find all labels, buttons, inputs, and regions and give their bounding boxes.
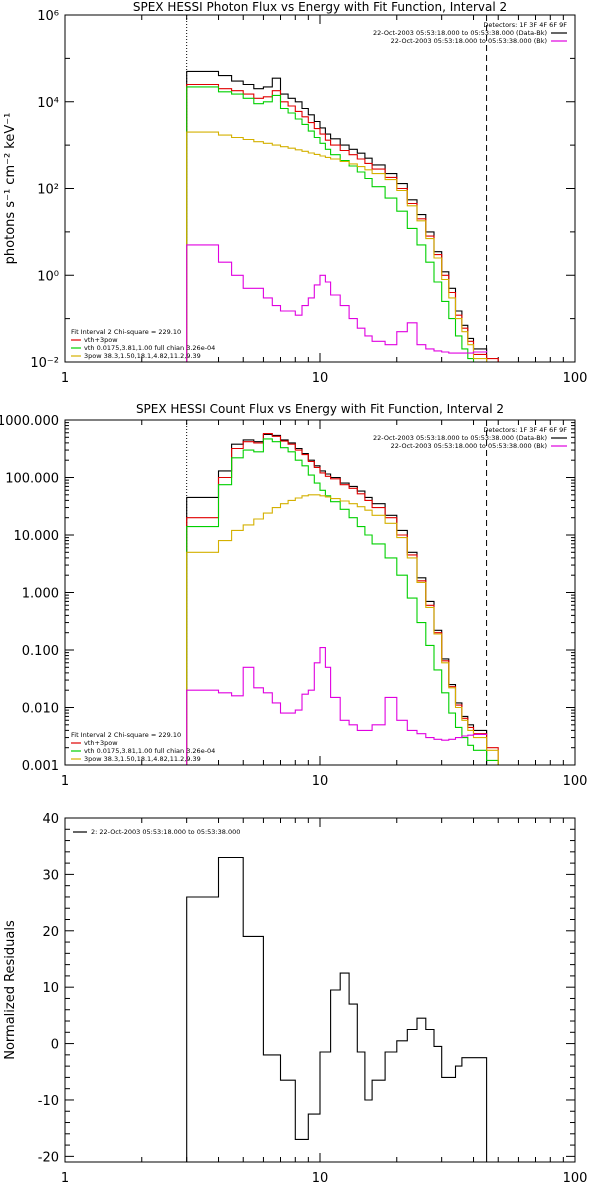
legend-header: Detectors: 1F 3F 4F 6F 9F — [483, 426, 567, 434]
series-line-5 — [186, 647, 488, 765]
series-line-4 — [186, 494, 510, 765]
series-group — [186, 856, 488, 1162]
chart-title: SPEX HESSI Count Flux vs Energy with Fit… — [136, 402, 504, 416]
x-tick-label: 1 — [61, 774, 69, 789]
chart-title: SPEX HESSI Photon Flux vs Energy with Fi… — [133, 0, 507, 14]
legend-entry-label: 22-Oct-2003 05:53:18.000 to 05:53:38.000… — [373, 29, 547, 37]
y-tick-label: 10.000 — [14, 529, 60, 544]
x-tick-label: 100 — [563, 1171, 588, 1186]
x-tick-label: 100 — [563, 371, 588, 386]
y-axis-title: photons s⁻¹ cm⁻² keV⁻¹ — [3, 113, 18, 265]
legend-entry-label: vth 0.0175,3.81,1.00 full chian 3.26e-04 — [84, 747, 215, 755]
x-tick-label: 10 — [312, 1171, 329, 1186]
legend-header: Detectors: 1F 3F 4F 6F 9F — [483, 21, 567, 29]
x-tick-label: 1 — [61, 1171, 69, 1186]
legend-entry-label: vth+3pow — [84, 739, 118, 747]
y-tick-label: 0.010 — [22, 702, 59, 717]
y-tick-label: 10⁴ — [37, 96, 59, 111]
series-line-1 — [186, 856, 488, 1162]
y-tick-label: 20 — [42, 925, 59, 940]
chart-1: SPEX HESSI Photon Flux vs Energy with Fi… — [3, 0, 587, 386]
series-group — [186, 70, 499, 362]
legend-entry-label: 22-Oct-2003 05:53:18.000 to 05:53:38.000… — [391, 442, 547, 450]
series-line-2 — [186, 433, 510, 765]
plot-frame — [64, 817, 576, 1163]
y-tick-label: 10⁰ — [37, 269, 59, 284]
x-tick-label: 10 — [312, 774, 329, 789]
y-tick-label: 40 — [42, 812, 59, 827]
y-tick-label: 10⁶ — [37, 9, 59, 24]
y-tick-label: 30 — [42, 868, 59, 883]
series-line-2 — [186, 83, 499, 362]
series-line-3 — [186, 438, 499, 765]
y-tick-label: 1.000 — [22, 587, 59, 602]
y-tick-label: -20 — [38, 1150, 59, 1165]
y-tick-label: 10 — [42, 981, 59, 996]
y-tick-label: 1000.000 — [0, 414, 59, 429]
legend-entry-label: vth 0.0175,3.81,1.00 full chian 3.26e-04 — [84, 344, 215, 352]
series-line-4 — [186, 131, 488, 362]
y-tick-label: 10⁻² — [30, 356, 59, 371]
plot-frame — [64, 419, 576, 766]
x-tick-label: 10 — [312, 371, 329, 386]
legend-entry-label: 3pow 38.3,1.50,18.1,4.82,11.2,9.39 — [84, 352, 201, 360]
legend-entry-label: vth+3pow — [84, 336, 118, 344]
series-line-3 — [186, 86, 475, 362]
series-line-1 — [186, 70, 488, 362]
y-axis-title: Normalized Residuals — [3, 920, 18, 1060]
legend-entry-label: 22-Oct-2003 05:53:18.000 to 05:53:38.000… — [391, 37, 547, 45]
legend-entry-label: 2: 22-Oct-2003 05:53:18.000 to 05:53:38.… — [91, 828, 240, 836]
legend-entry-label: 22-Oct-2003 05:53:18.000 to 05:53:38.000… — [373, 434, 547, 442]
plot-frame — [64, 14, 576, 363]
chart-2: SPEX HESSI Count Flux vs Energy with Fit… — [0, 402, 587, 789]
y-tick-label: 0 — [51, 1038, 59, 1053]
y-tick-label: 0.100 — [22, 644, 59, 659]
legend-entry-label: 3pow 38.3,1.50,18.1,4.82,11.2,9.39 — [84, 755, 201, 763]
x-tick-label: 1 — [61, 371, 69, 386]
y-tick-label: -10 — [38, 1094, 59, 1109]
legend-header: Fit Interval 2 Chi-square = 229.10 — [71, 328, 181, 336]
series-line-5 — [186, 244, 488, 362]
y-tick-label: 10² — [37, 183, 59, 198]
legend-header: Fit Interval 2 Chi-square = 229.10 — [71, 731, 181, 739]
x-tick-label: 100 — [563, 774, 588, 789]
y-tick-label: 0.001 — [22, 759, 59, 774]
chart-3: Normalized Residuals 1 10 100 -20 -10 0 10 20 30 4… — [3, 812, 587, 1186]
y-tick-label: 100.000 — [5, 472, 59, 487]
series-group — [186, 433, 510, 765]
